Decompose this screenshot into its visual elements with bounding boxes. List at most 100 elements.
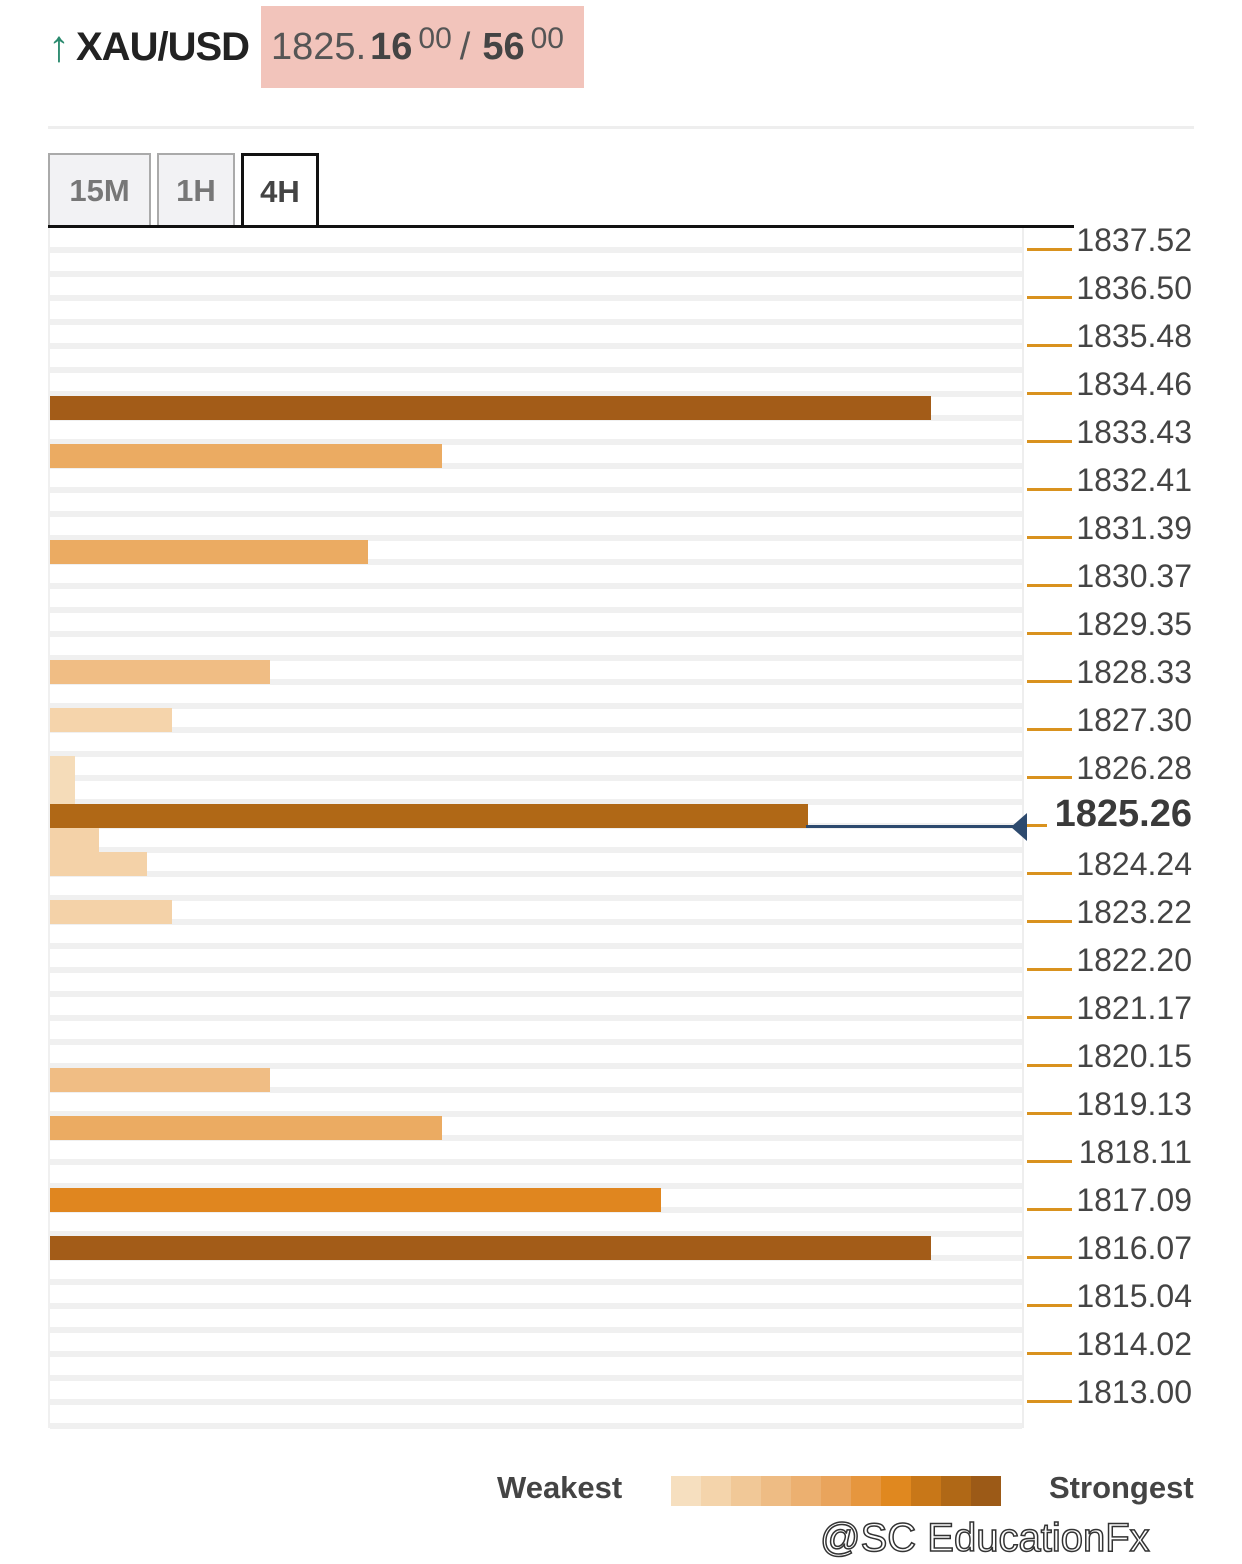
grid-stripe <box>50 367 1022 373</box>
axis-tick <box>1027 536 1072 539</box>
grid-stripe <box>50 1231 1022 1237</box>
legend-weakest: Weakest <box>497 1470 623 1505</box>
grid-stripe <box>50 1303 1022 1309</box>
grid-stripe <box>50 919 1022 925</box>
grid-stripe <box>50 607 1022 613</box>
divider <box>48 126 1194 129</box>
axis-label: 1831.39 <box>1076 510 1192 546</box>
confluence-bar <box>50 1188 662 1212</box>
legend-swatch <box>791 1476 821 1506</box>
grid-stripe <box>50 847 1022 853</box>
grid-stripe <box>50 439 1022 445</box>
confluence-bar <box>50 852 148 876</box>
legend-swatch <box>701 1476 731 1506</box>
tab-15m[interactable]: 15M <box>48 153 151 226</box>
confluence-bar <box>50 396 931 420</box>
confluence-bar <box>50 756 76 780</box>
grid-stripe <box>50 1111 1022 1117</box>
axis-label: 1814.02 <box>1076 1326 1192 1362</box>
axis-tick <box>1027 1112 1072 1115</box>
ask-main: 56 <box>482 25 525 68</box>
grid-stripe <box>50 1135 1022 1141</box>
legend-strongest: Strongest <box>1049 1470 1194 1505</box>
axis-label: 1824.24 <box>1076 846 1192 882</box>
grid-stripe <box>50 751 1022 757</box>
confluence-bar <box>50 1068 270 1092</box>
grid-stripe <box>50 799 1022 805</box>
confluence-bar <box>50 780 76 804</box>
axis-label: 1837.52 <box>1076 222 1192 258</box>
grid-stripe <box>50 1039 1022 1045</box>
axis-label: 1829.35 <box>1076 606 1192 642</box>
ask-sup: 00 <box>530 22 564 55</box>
axis-tick <box>1027 344 1072 347</box>
axis-label: 1834.46 <box>1076 366 1192 402</box>
axis-tick <box>1027 728 1072 731</box>
axis-tick <box>1027 632 1072 635</box>
grid-stripe <box>50 559 1022 565</box>
tab-4h[interactable]: 4H <box>241 153 319 228</box>
axis-tick <box>1027 872 1072 875</box>
axis-label: 1821.17 <box>1076 990 1192 1026</box>
axis-label: 1823.22 <box>1076 894 1192 930</box>
confluence-bar <box>50 660 270 684</box>
axis-tick <box>1027 680 1072 683</box>
axis-tick <box>1027 824 1047 827</box>
axis-tick <box>1027 248 1072 251</box>
quote-separator: / <box>459 25 471 68</box>
instrument-header: ↑ XAU/USD 1825. 16 00 / 56 00 <box>48 6 585 88</box>
axis-label: 1818.11 <box>1078 1134 1192 1170</box>
confluence-bar <box>50 828 99 852</box>
grid-stripe <box>50 991 1022 997</box>
axis-label: 1813.00 <box>1076 1374 1192 1410</box>
legend-swatch <box>941 1476 971 1506</box>
grid-stripe <box>50 343 1022 349</box>
confluence-bar <box>50 804 809 828</box>
axis-tick <box>1027 968 1072 971</box>
axis-label: 1819.13 <box>1076 1086 1192 1122</box>
strength-legend: Weakest Strongest <box>0 1470 1242 1510</box>
grid-stripe <box>50 583 1022 589</box>
axis-label: 1835.48 <box>1076 318 1192 354</box>
axis-label: 1836.50 <box>1076 270 1192 306</box>
grid-stripe <box>50 1279 1022 1285</box>
grid-stripe <box>50 1183 1022 1189</box>
axis-tick <box>1027 1352 1072 1355</box>
bid-sup: 00 <box>418 22 452 55</box>
confluence-bar <box>50 1236 931 1260</box>
axis-tick <box>1027 776 1072 779</box>
grid-stripe <box>50 1423 1022 1429</box>
grid-stripe <box>50 1327 1022 1333</box>
grid-stripe <box>50 271 1022 277</box>
axis-label: 1833.43 <box>1076 414 1192 450</box>
axis-tick <box>1027 920 1072 923</box>
grid-stripe <box>50 511 1022 517</box>
quote-box: 1825. 16 00 / 56 00 <box>261 6 585 88</box>
axis-label: 1820.15 <box>1076 1038 1192 1074</box>
symbol-name: XAU/USD <box>76 24 250 69</box>
axis-label: 1817.09 <box>1076 1182 1192 1218</box>
grid-stripe <box>50 967 1022 973</box>
axis-tick <box>1027 1160 1072 1163</box>
bid-main: 16 <box>370 25 413 68</box>
grid-stripe <box>50 679 1022 685</box>
confluence-bar <box>50 900 173 924</box>
axis-tick <box>1027 1208 1072 1211</box>
axis-label: 1816.07 <box>1076 1230 1192 1266</box>
tab-1h[interactable]: 1H <box>157 153 235 226</box>
grid-stripe <box>50 943 1022 949</box>
grid-stripe <box>50 655 1022 661</box>
grid-stripe <box>50 535 1022 541</box>
legend-swatch <box>911 1476 941 1506</box>
legend-swatch <box>671 1476 701 1506</box>
grid-stripe <box>50 1063 1022 1069</box>
legend-swatch <box>821 1476 851 1506</box>
tabs-baseline <box>48 225 1074 228</box>
confluence-plot <box>48 228 1024 1429</box>
axis-tick <box>1027 1400 1072 1403</box>
grid-stripe <box>50 1375 1022 1381</box>
axis-label: 1828.33 <box>1076 654 1192 690</box>
grid-stripe <box>50 1351 1022 1357</box>
grid-stripe <box>50 775 1022 781</box>
confluence-bar <box>50 1116 442 1140</box>
